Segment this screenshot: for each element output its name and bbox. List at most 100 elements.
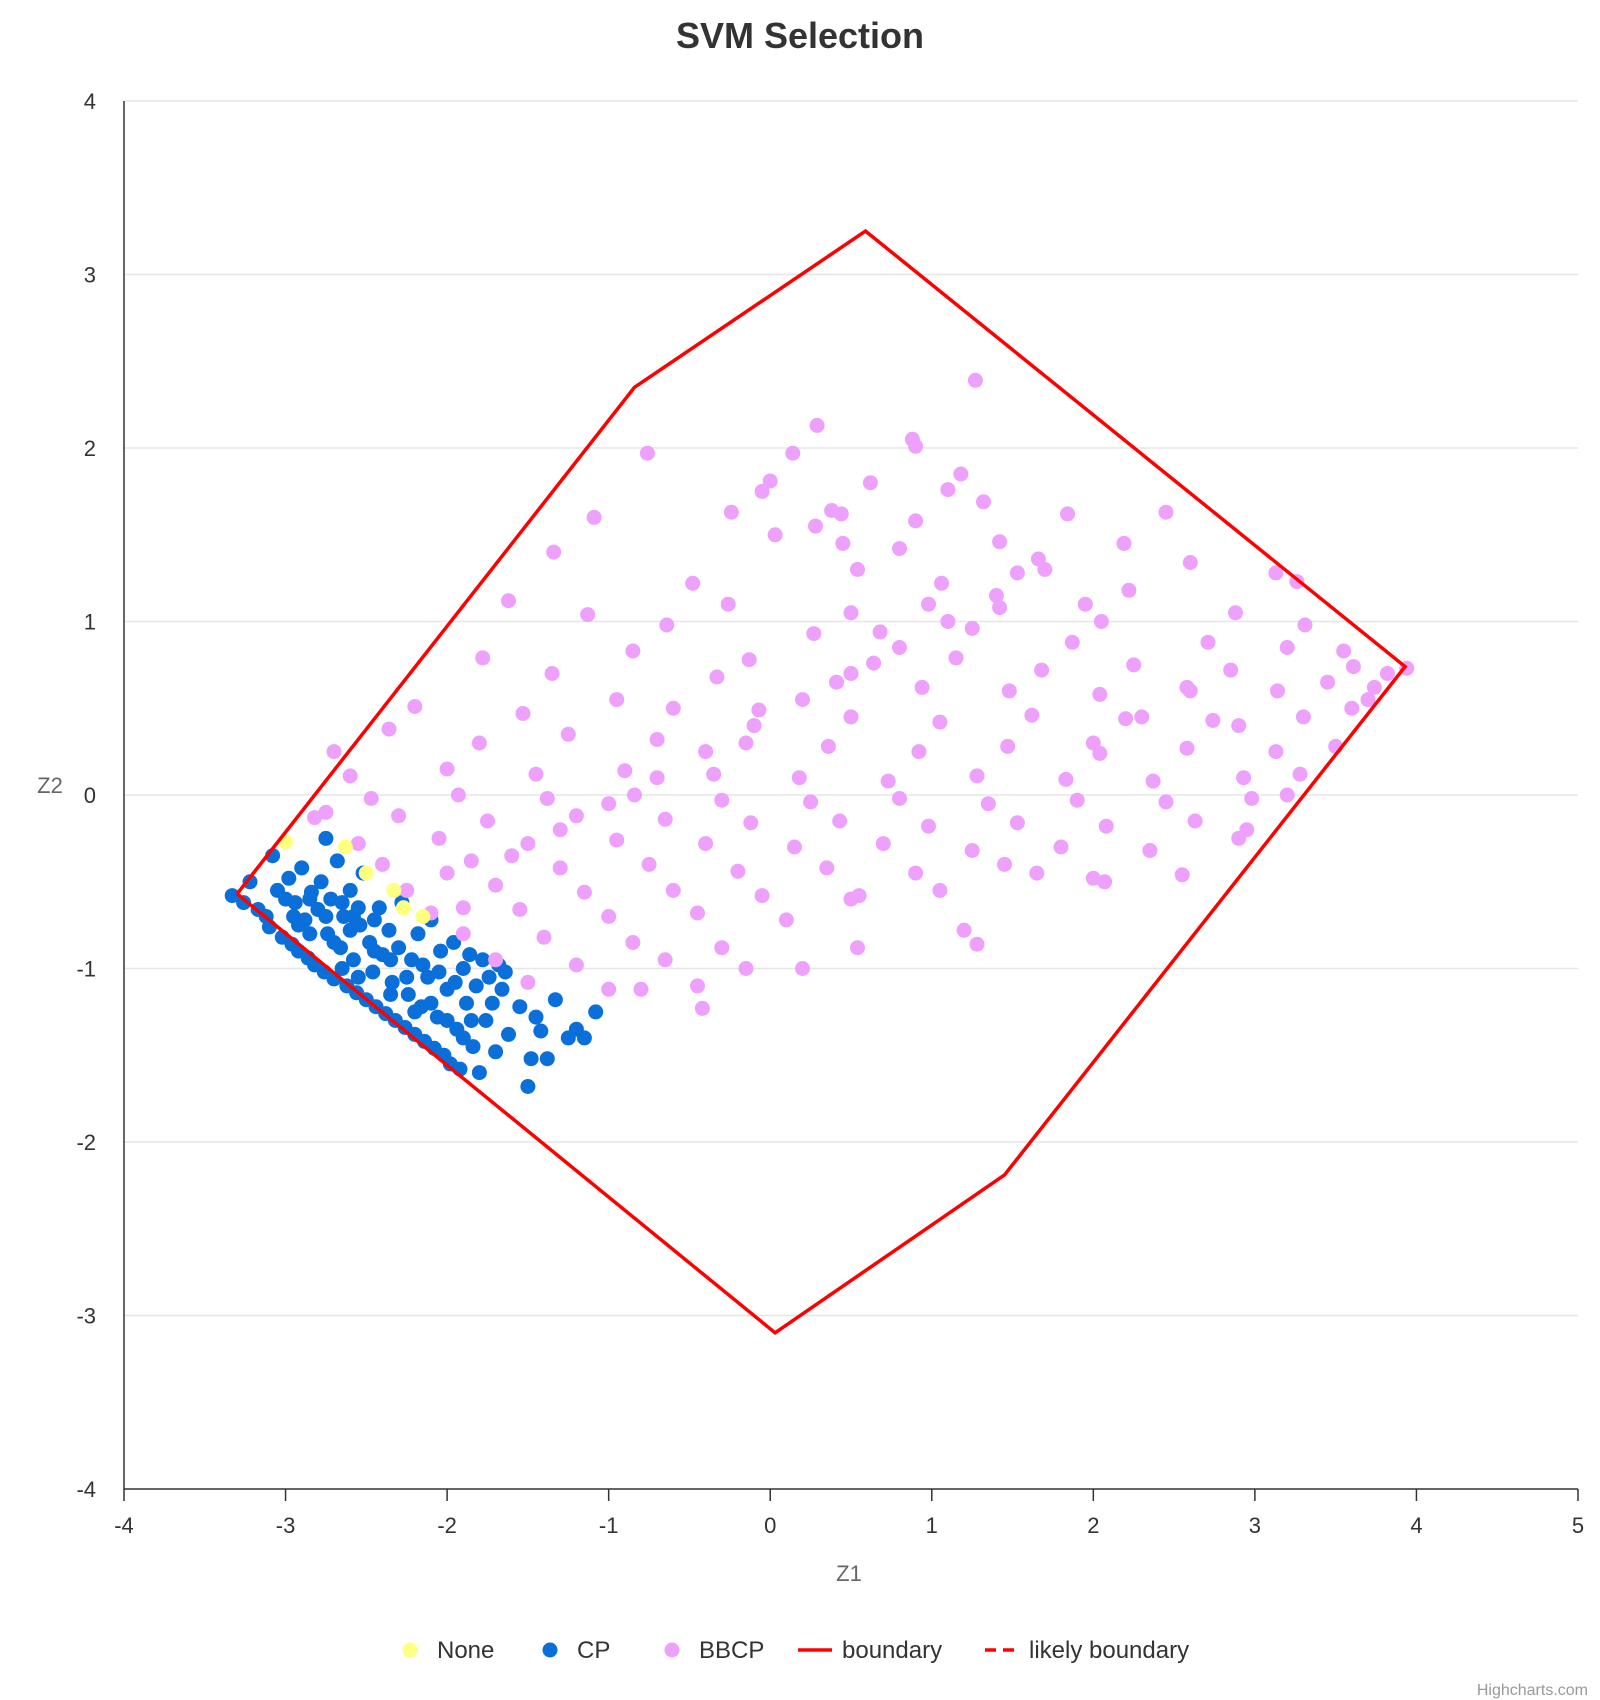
data-point-bbcp xyxy=(1158,504,1174,520)
data-point-bbcp xyxy=(512,902,528,917)
data-point-bbcp xyxy=(948,650,964,666)
data-point-bbcp xyxy=(698,836,714,852)
data-point-bbcp xyxy=(932,714,948,730)
data-point-bbcp xyxy=(808,518,823,534)
data-point-bbcp xyxy=(1366,679,1382,695)
data-point-cp xyxy=(420,969,436,985)
data-point-cp xyxy=(313,874,329,890)
y-tick-label: -1 xyxy=(76,957,96,982)
data-point-cp xyxy=(318,830,334,846)
data-point-cp xyxy=(533,1023,549,1039)
data-point-cp xyxy=(471,1065,487,1081)
data-point-bbcp xyxy=(609,692,625,708)
y-tick-label: -3 xyxy=(76,1304,96,1329)
legend-item-boundary[interactable]: boundary xyxy=(798,1637,942,1664)
data-point-cp xyxy=(523,1051,539,1067)
data-point-cp xyxy=(465,1039,481,1055)
data-point-cp xyxy=(366,943,382,959)
data-point-bbcp xyxy=(1116,535,1132,551)
data-point-bbcp xyxy=(625,935,641,950)
data-point-bbcp xyxy=(795,961,810,976)
data-point-bbcp xyxy=(1268,744,1284,760)
data-point-cp xyxy=(329,853,345,869)
data-point-bbcp xyxy=(539,791,555,806)
data-point-bbcp xyxy=(1231,830,1247,846)
y-tick-label: 1 xyxy=(84,610,96,635)
data-point-bbcp xyxy=(580,607,596,623)
data-point-cp xyxy=(400,987,416,1002)
data-point-bbcp xyxy=(751,702,767,718)
data-point-cp xyxy=(488,1044,504,1060)
data-point-bbcp xyxy=(1292,766,1308,782)
data-point-cp xyxy=(384,974,400,990)
legend: None CP BBCP boundary likely boundary xyxy=(402,1637,1189,1664)
data-point-bbcp xyxy=(921,596,936,612)
data-point-cp xyxy=(224,888,240,904)
y-axis-tick-labels: -4 -3 -2 -1 0 1 2 3 4 xyxy=(76,89,96,1502)
series-bbcp xyxy=(307,372,1415,1016)
x-tick-label: -1 xyxy=(599,1513,619,1538)
legend-marker xyxy=(664,1642,680,1658)
data-point-cp xyxy=(342,922,358,938)
data-point-bbcp xyxy=(307,810,323,826)
data-point-bbcp xyxy=(1069,792,1085,808)
data-point-bbcp xyxy=(601,981,617,997)
data-point-bbcp xyxy=(1009,565,1025,581)
data-point-cp xyxy=(294,860,310,876)
data-point-bbcp xyxy=(439,865,455,881)
x-tick-label: 2 xyxy=(1087,1513,1099,1538)
data-point-bbcp xyxy=(956,922,972,938)
data-point-cp xyxy=(302,891,318,907)
data-point-bbcp xyxy=(851,888,867,904)
y-tick-label: 3 xyxy=(84,263,96,288)
data-point-cp xyxy=(334,961,350,976)
data-point-cp xyxy=(365,964,381,980)
legend-item-likely-boundary[interactable]: likely boundary xyxy=(985,1637,1189,1664)
data-point-cp xyxy=(446,935,462,950)
data-point-bbcp xyxy=(488,952,504,968)
data-point-bbcp xyxy=(1037,562,1053,577)
data-point-bbcp xyxy=(1093,614,1109,629)
data-point-bbcp xyxy=(690,905,705,921)
data-point-bbcp xyxy=(843,709,859,725)
data-point-bbcp xyxy=(586,509,602,525)
data-point-bbcp xyxy=(850,940,865,956)
data-point-bbcp xyxy=(908,865,924,881)
legend-label: boundary xyxy=(842,1637,942,1664)
data-point-bbcp xyxy=(743,815,759,831)
credits-link[interactable]: Highcharts.com xyxy=(1477,1682,1588,1699)
data-point-cp xyxy=(407,1004,423,1020)
x-tick-label: -4 xyxy=(114,1513,134,1538)
data-point-bbcp xyxy=(1295,709,1311,725)
legend-item-none[interactable]: None xyxy=(402,1637,495,1664)
legend-item-bbcp[interactable]: BBCP xyxy=(664,1637,765,1664)
data-point-bbcp xyxy=(326,744,342,760)
data-point-bbcp xyxy=(1223,662,1239,678)
data-point-cp xyxy=(423,995,439,1011)
data-point-none xyxy=(386,882,402,898)
data-point-bbcp xyxy=(381,721,397,737)
data-point-cp xyxy=(512,999,528,1015)
data-point-bbcp xyxy=(843,605,859,621)
legend-item-cp[interactable]: CP xyxy=(542,1637,611,1664)
data-point-bbcp xyxy=(431,830,447,846)
data-point-bbcp xyxy=(450,787,466,803)
data-point-bbcp xyxy=(1145,773,1161,789)
data-point-bbcp xyxy=(997,856,1012,872)
data-point-bbcp xyxy=(455,926,471,942)
data-point-bbcp xyxy=(698,744,714,760)
data-point-bbcp xyxy=(633,981,649,997)
data-point-cp xyxy=(501,1026,516,1042)
data-point-cp xyxy=(439,1013,455,1028)
data-point-bbcp xyxy=(528,766,544,782)
data-point-bbcp xyxy=(1182,555,1198,570)
data-point-bbcp xyxy=(1077,596,1093,612)
x-tick-label: -3 xyxy=(276,1513,296,1538)
data-point-bbcp xyxy=(1200,634,1216,650)
data-point-bbcp xyxy=(1118,711,1134,727)
data-point-bbcp xyxy=(659,617,675,633)
data-point-bbcp xyxy=(657,811,673,827)
data-point-cp xyxy=(547,992,563,1008)
x-tick-label: 4 xyxy=(1410,1513,1422,1538)
chart-title: SVM Selection xyxy=(676,15,924,56)
